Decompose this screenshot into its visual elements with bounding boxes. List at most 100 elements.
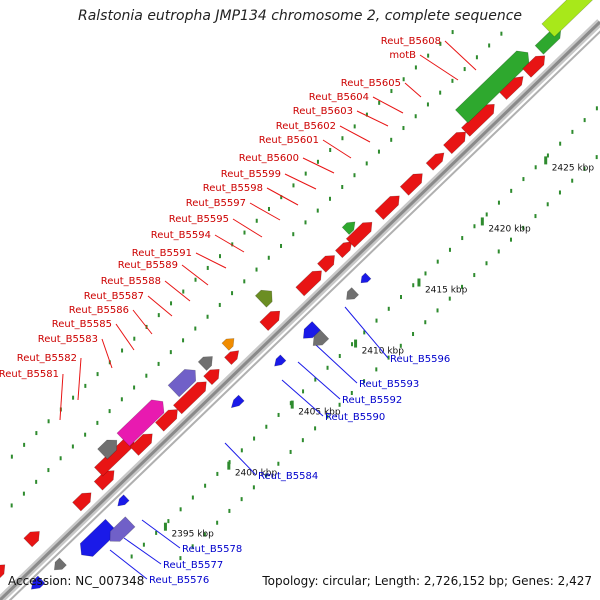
tick-dot [326, 365, 329, 370]
label-leader [339, 125, 371, 143]
tick-dot [47, 419, 50, 424]
tick-dot [329, 148, 332, 153]
tick-dot [191, 544, 194, 549]
tick-dot [280, 195, 283, 200]
label-leader [123, 537, 162, 565]
gene-label-lower: Reut_B5596 [390, 354, 450, 365]
tick-dot [412, 332, 415, 337]
tick-dot [461, 284, 464, 289]
gene-label-lower: Reut_B5578 [182, 544, 242, 555]
tick-label: 2420 kbp [488, 224, 531, 234]
tick-dot [240, 497, 243, 502]
tick-dot [23, 442, 26, 447]
gene-label-lower: Reut_B5593 [359, 379, 419, 390]
tick-dot [451, 30, 454, 35]
tick-dot [399, 343, 402, 348]
forward-gene [522, 55, 546, 78]
forward-gene [259, 310, 281, 332]
tick-dot [47, 468, 50, 473]
reverse-gene [274, 354, 287, 367]
tick-dot [314, 377, 317, 382]
tick-dot [522, 225, 525, 230]
tick-dot [365, 161, 368, 166]
gene-label-upper: Reut_B5608 [381, 36, 441, 47]
label-leader [232, 218, 263, 238]
tick-mark [544, 156, 548, 165]
label-leader [115, 323, 135, 351]
lower-gene-labels: Reut_B5596 Reut_B5593 Reut_B5592 Reut_B5590… [149, 354, 450, 586]
reverse-gene [346, 287, 360, 300]
tick-dot [363, 330, 366, 335]
tick-dot [497, 249, 500, 254]
tick-dot [463, 67, 466, 72]
label-leader [322, 139, 352, 159]
label-leader [315, 344, 358, 384]
tick-dot [424, 320, 427, 325]
tick-dot [350, 390, 353, 395]
tick-dot [301, 438, 304, 443]
tick-dot [522, 177, 525, 182]
tick-dot [203, 532, 206, 537]
tick-dot [571, 129, 574, 134]
reverse-gene [30, 575, 46, 590]
tick-dot [218, 302, 221, 307]
tick-mark [417, 278, 421, 287]
tick-dot [387, 306, 390, 311]
label-leader [344, 306, 389, 359]
gene-label-upper: Reut_B5582 [17, 353, 77, 364]
reverse-gene [117, 494, 130, 507]
tick-dot [412, 283, 415, 288]
tick-dot [304, 171, 307, 176]
tick-dot [365, 112, 368, 117]
tick-dot [142, 542, 145, 547]
tick-dot [292, 183, 295, 188]
accession-text: Accession: NC_007348 [8, 574, 145, 588]
label-leader [132, 309, 153, 335]
tick-dot [473, 273, 476, 278]
tick-dot [179, 507, 182, 512]
tick-dot [219, 254, 222, 259]
tick-dot [10, 454, 13, 459]
tick-mark [354, 339, 358, 348]
upper-gene-labels: Reut_B5608 motB Reut_B5605 Reut_B5604 Reut_B… [0, 36, 441, 380]
tick-dot [145, 373, 148, 378]
tick-dot [108, 409, 111, 414]
gene-label-lower: Reut_B5590 [325, 412, 385, 423]
gene-label-lower: Reut_B5576 [149, 575, 209, 586]
tick-dot [353, 124, 356, 129]
tick-dot [595, 155, 598, 160]
reverse-gene [53, 557, 67, 571]
tick-dot [59, 456, 62, 461]
label-leader [372, 96, 404, 114]
gene-label-upper: Reut_B5602 [276, 121, 336, 132]
tick-dot [475, 55, 478, 60]
forward-gene [254, 289, 273, 308]
tick-mark [480, 217, 484, 226]
tick-dot [451, 78, 454, 83]
forward-gene [295, 270, 322, 297]
tick-dot [170, 301, 173, 306]
forward-gene [0, 564, 6, 579]
tick-dot [231, 242, 234, 247]
tick-dot [473, 224, 476, 229]
tick-dots [10, 30, 598, 561]
tick-dot [157, 361, 160, 366]
tick-dot [448, 247, 451, 252]
label-leader [141, 519, 181, 549]
tick-dot [426, 102, 429, 107]
tick-dot [169, 350, 172, 355]
label-leader [147, 295, 173, 317]
forward-gene [23, 531, 40, 548]
forward-gene [499, 76, 524, 100]
gene-features [0, 0, 593, 590]
tick-dot [390, 137, 393, 142]
tick-dot [84, 383, 87, 388]
label-leader [77, 357, 82, 401]
tick-dot [353, 173, 356, 178]
tick-dot [363, 379, 366, 384]
forward-gene [399, 173, 423, 196]
label-leader [195, 252, 227, 269]
tick-dot [534, 165, 537, 170]
forward-gene [154, 409, 178, 432]
tick-dot [121, 348, 124, 353]
